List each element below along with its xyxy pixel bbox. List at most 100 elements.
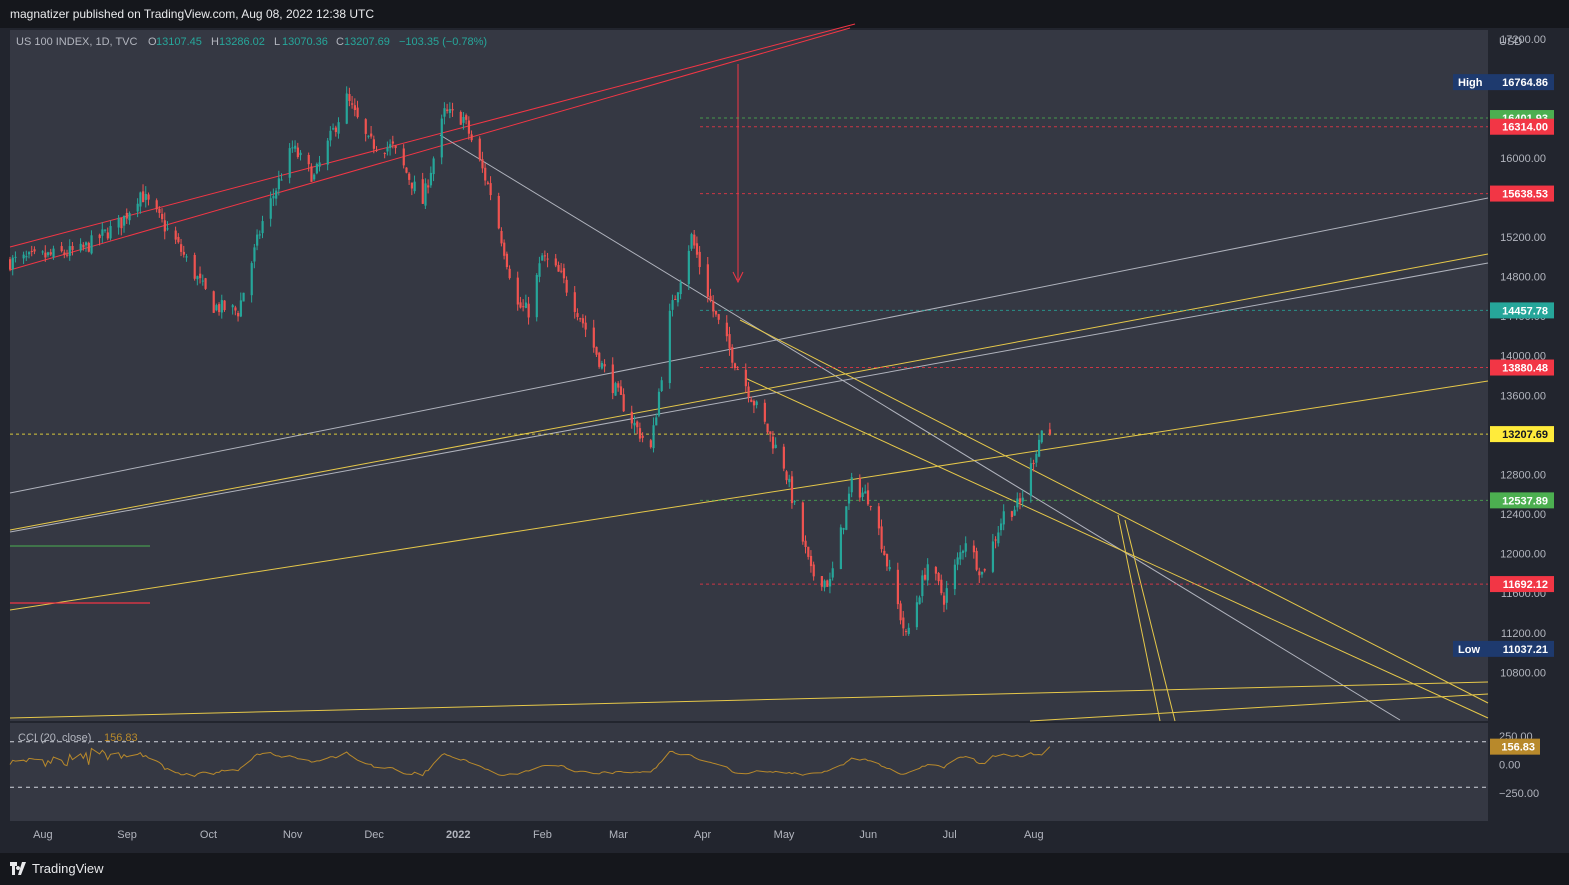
candle-body xyxy=(584,322,587,330)
candle-body xyxy=(899,603,902,621)
candle-body xyxy=(839,527,842,569)
price-tag xyxy=(1453,640,1554,657)
trend-line xyxy=(744,377,1489,719)
footer-brand: TradingView xyxy=(32,861,104,876)
candle-body xyxy=(877,506,880,529)
candle-body xyxy=(747,386,750,398)
candle-body xyxy=(497,195,500,229)
candle-body xyxy=(256,234,259,246)
legend-low: 13070.36 xyxy=(282,36,328,48)
candle-body xyxy=(598,352,601,367)
legend-open: 13107.45 xyxy=(156,36,202,48)
time-tick-label: 2022 xyxy=(446,829,470,841)
candle-body xyxy=(180,244,183,252)
candle-body xyxy=(733,363,737,368)
candle-body xyxy=(847,493,851,504)
candle-body xyxy=(269,198,272,219)
candle-body xyxy=(348,94,351,101)
candle-body xyxy=(983,569,986,571)
trend-line xyxy=(439,134,1401,721)
candle-body xyxy=(527,303,530,318)
trend-line xyxy=(1124,519,1176,722)
candle-body xyxy=(185,256,188,258)
candle-body xyxy=(465,115,468,120)
price-tag-label: High xyxy=(1458,77,1483,89)
candle-body xyxy=(375,149,378,151)
candle-body xyxy=(940,579,943,594)
candle-body xyxy=(619,386,623,395)
candle-body xyxy=(307,155,310,165)
candle-body xyxy=(448,108,452,113)
candle-body xyxy=(291,147,294,149)
candle-body xyxy=(595,346,598,355)
candle-body xyxy=(902,617,905,629)
trendlines[interactable] xyxy=(9,23,1489,722)
candle-body xyxy=(812,564,815,577)
candle-body xyxy=(462,116,465,123)
time-axis[interactable]: Aug Sep Oct Nov Dec 2022 Feb Mar Apr May Jun Jul Aug xyxy=(33,829,1044,841)
candle-body xyxy=(446,109,449,111)
candle-body xyxy=(923,574,927,580)
candle-body xyxy=(600,362,604,369)
candle-body xyxy=(755,401,758,406)
candle-body xyxy=(712,301,715,312)
candle-body xyxy=(117,217,120,228)
candle-body xyxy=(1032,462,1035,465)
candle-body xyxy=(193,254,196,279)
price-pane xyxy=(10,30,1488,721)
legend-open-label: O xyxy=(148,36,157,48)
legend-symbol: US 100 INDEX, 1D, TVC xyxy=(16,36,138,48)
price-tag-value: 11037.21 xyxy=(1503,644,1548,656)
candle-body xyxy=(771,436,775,449)
candle-body xyxy=(788,478,791,483)
candle-body xyxy=(660,380,663,391)
candle-body xyxy=(218,304,221,313)
time-tick-label: Dec xyxy=(364,829,384,841)
price-tag-label: Low xyxy=(1458,644,1480,656)
candle-body xyxy=(766,423,769,433)
candle-body xyxy=(47,252,50,256)
candle-body xyxy=(182,251,185,255)
candle-body xyxy=(752,400,756,406)
candle-body xyxy=(158,208,161,213)
candle-body xyxy=(364,119,367,134)
candle-body xyxy=(25,256,28,258)
candle-body xyxy=(142,191,145,203)
publisher-text: magnatizer published on TradingView.com,… xyxy=(10,7,375,21)
candle-body xyxy=(1035,453,1038,463)
candle-body xyxy=(87,242,90,252)
candle-body xyxy=(272,196,275,199)
candle-body xyxy=(478,138,481,160)
legend-high-label: H xyxy=(211,36,219,48)
candle-body xyxy=(964,543,967,552)
candle-body xyxy=(516,277,519,305)
candle-body xyxy=(633,422,636,426)
candle-body xyxy=(959,552,962,560)
candle-body xyxy=(299,152,302,156)
candle-body xyxy=(489,183,492,196)
candle-body xyxy=(125,212,128,219)
price-tick-label: 14800.00 xyxy=(1500,272,1546,284)
price-tick-label: 11200.00 xyxy=(1501,628,1546,640)
candle-body xyxy=(926,564,929,581)
price-tick-label: 12800.00 xyxy=(1500,469,1546,481)
candle-body xyxy=(915,602,919,628)
candle-body xyxy=(68,246,71,256)
candle-body xyxy=(687,250,690,285)
candle-body xyxy=(334,127,337,133)
price-tick-label: 17200.00 xyxy=(1500,34,1546,46)
candle-body xyxy=(576,313,579,318)
candle-body xyxy=(614,383,617,396)
candle-body xyxy=(937,572,940,582)
candle-body xyxy=(790,476,794,504)
candle-body xyxy=(356,107,359,118)
candle-body xyxy=(201,280,204,282)
candle-body xyxy=(199,273,202,279)
candle-body xyxy=(318,162,321,167)
candle-body xyxy=(424,183,427,206)
price-tag xyxy=(1490,359,1554,376)
candle-body xyxy=(470,134,473,141)
candle-body xyxy=(486,182,490,184)
candle-body xyxy=(785,471,788,481)
